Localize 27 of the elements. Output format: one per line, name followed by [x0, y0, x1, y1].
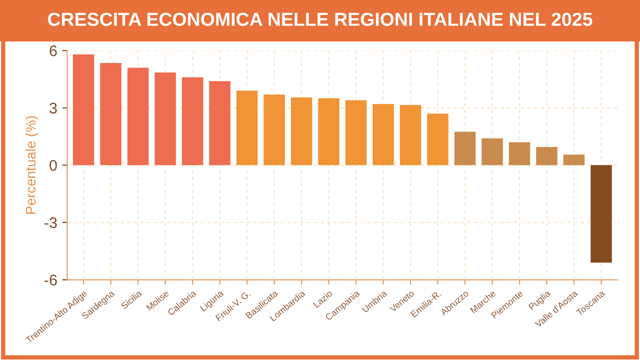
- bar: [236, 90, 258, 166]
- bar: [209, 81, 230, 166]
- bar: [100, 62, 122, 166]
- bar: [400, 104, 422, 166]
- bar: [508, 142, 530, 166]
- y-tick-label: 3: [50, 102, 57, 114]
- bar: [372, 104, 394, 166]
- bar: [454, 132, 476, 166]
- y-tick-label: 6: [50, 45, 57, 56]
- y-tick-label: -6: [44, 274, 57, 286]
- bar: [590, 165, 612, 263]
- bar: [563, 154, 585, 166]
- bar: [318, 98, 340, 166]
- bar: [154, 72, 176, 166]
- bar: [290, 97, 312, 166]
- bar: [345, 100, 367, 166]
- y-tick-label: 0: [50, 160, 57, 171]
- bar: [72, 54, 94, 166]
- bar: [127, 68, 149, 166]
- chart-title: CRESCITA ECONOMICA NELLE REGIONI ITALIANE NEL 2025: [48, 12, 592, 26]
- bar: [264, 94, 285, 166]
- bar: [182, 77, 204, 166]
- bar: [482, 138, 503, 166]
- bar: [536, 147, 558, 166]
- y-tick-label: -3: [44, 217, 57, 228]
- bar: [427, 114, 448, 166]
- y-axis-title: Percentuale (%): [25, 116, 38, 214]
